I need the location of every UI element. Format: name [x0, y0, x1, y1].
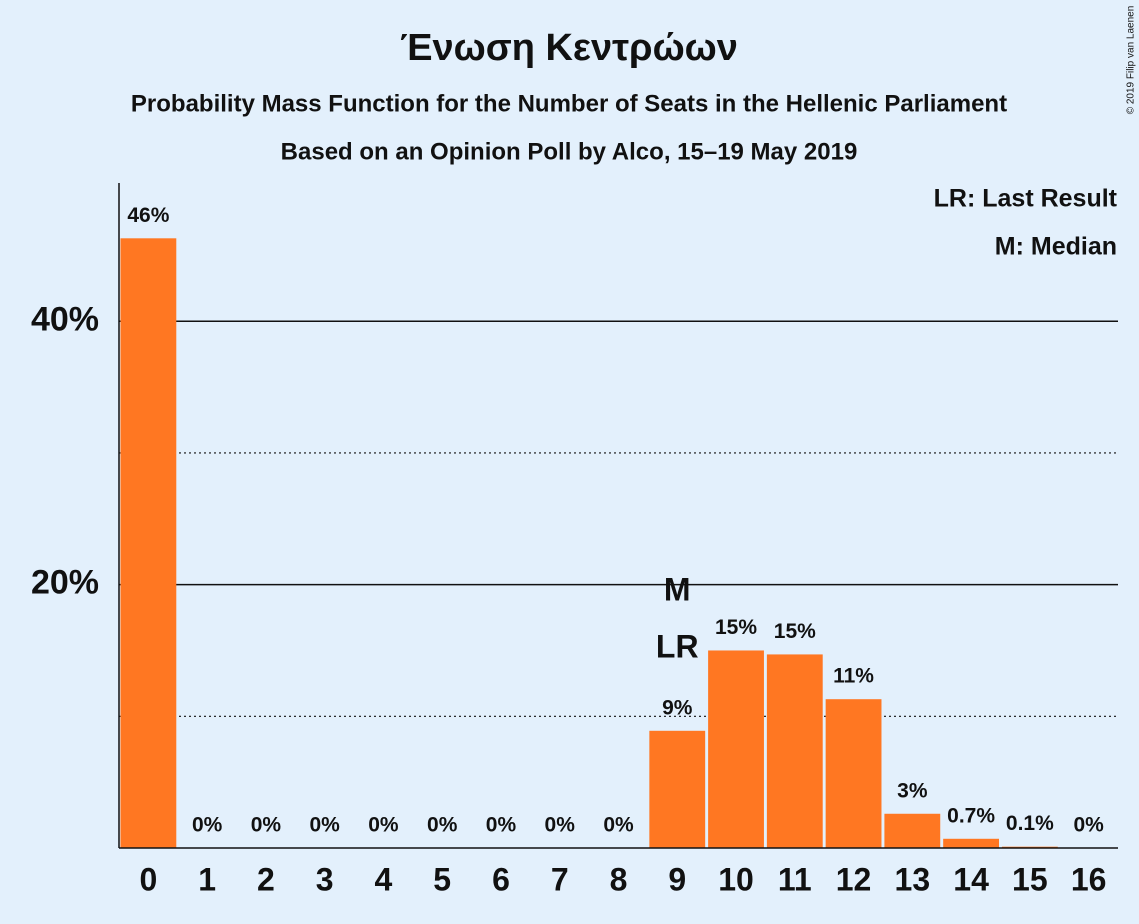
value-label: 0%	[251, 814, 282, 837]
y-tick-label: 20%	[31, 564, 99, 602]
chart-subtitle: Probability Mass Function for the Number…	[131, 90, 1007, 117]
x-tick-label: 3	[316, 861, 334, 897]
x-tick-label: 6	[492, 861, 510, 897]
x-tick-label: 11	[778, 861, 812, 897]
value-label: 15%	[774, 620, 816, 643]
x-tick-label: 4	[375, 861, 393, 897]
value-label: 0%	[192, 814, 223, 837]
x-tick-label: 2	[257, 861, 275, 897]
bar	[943, 838, 1000, 848]
x-tick-label: 8	[610, 861, 628, 897]
bar	[825, 699, 882, 848]
value-label: 46%	[127, 204, 169, 227]
value-label: 3%	[897, 779, 928, 802]
value-label: 0.1%	[1006, 812, 1054, 835]
x-tick-label: 10	[718, 861, 754, 897]
value-label: 0%	[1073, 814, 1104, 837]
copyright: © 2019 Filip van Laenen	[1126, 6, 1137, 115]
chart-subtitle: Based on an Opinion Poll by Alco, 15–19 …	[281, 138, 858, 165]
x-tick-label: 7	[551, 861, 569, 897]
bar	[120, 238, 177, 848]
annotation: M	[664, 571, 691, 607]
chart-title: Ένωση Κεντρώων	[400, 27, 738, 69]
value-label: 0%	[309, 814, 340, 837]
x-tick-label: 9	[668, 861, 686, 897]
value-label: 9%	[662, 696, 693, 719]
x-tick-label: 14	[953, 861, 989, 897]
value-label: 11%	[833, 665, 874, 688]
bar	[708, 650, 764, 848]
x-tick-label: 5	[433, 861, 451, 897]
value-label: 0%	[545, 814, 576, 837]
x-tick-label: 12	[836, 861, 872, 897]
value-label: 15%	[715, 616, 757, 639]
value-label: 0%	[603, 814, 634, 837]
value-label: 0.7%	[947, 804, 995, 827]
bar	[649, 730, 706, 848]
value-label: 0%	[486, 814, 517, 837]
bar	[884, 813, 941, 848]
legend-entry: LR: Last Result	[934, 185, 1118, 213]
x-tick-label: 1	[198, 861, 216, 897]
x-tick-label: 0	[139, 861, 157, 897]
x-tick-label: 15	[1012, 861, 1048, 897]
legend-entry: M: Median	[995, 233, 1117, 261]
value-label: 0%	[427, 814, 458, 837]
annotation: LR	[656, 628, 699, 664]
y-tick-label: 40%	[31, 300, 99, 338]
x-tick-label: 16	[1071, 861, 1107, 897]
bar	[766, 654, 823, 848]
x-tick-label: 13	[895, 861, 931, 897]
value-label: 0%	[368, 814, 399, 837]
